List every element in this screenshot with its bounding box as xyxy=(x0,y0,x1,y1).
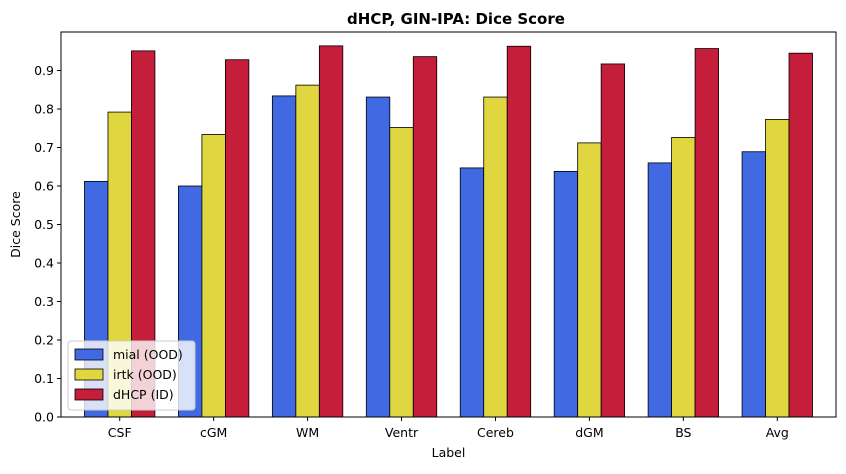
x-tick-label-wm: WM xyxy=(296,425,319,440)
bar-mial-ood-bs xyxy=(647,162,672,418)
y-tick-label: 0.0 xyxy=(34,410,54,425)
x-axis: CSF cGM WM Ventr Cereb dGM BS Avg xyxy=(108,417,789,440)
bar-dhcp-id-wm xyxy=(318,45,344,418)
y-tick-label: 0.5 xyxy=(34,217,54,232)
x-tick-label-csf: CSF xyxy=(108,425,132,440)
bar-irtk-ood-bs xyxy=(671,137,696,418)
bar-irtk-ood-cereb xyxy=(483,96,508,418)
bar-mial-ood-dgm xyxy=(553,170,579,418)
y-tick-label: 0.1 xyxy=(34,371,54,386)
y-axis: 0.0 0.1 0.2 0.3 0.4 0.5 0.6 0.7 0.8 0.9 xyxy=(34,63,61,425)
legend-label-irtk-ood: irtk (OOD) xyxy=(113,367,177,382)
bar-mial-ood-avg xyxy=(741,151,766,418)
legend-label-dhcp-id: dHCP (ID) xyxy=(113,387,174,402)
bar-irtk-ood-avg xyxy=(765,118,790,418)
legend-swatch-dhcp-id xyxy=(74,388,104,401)
y-tick-label: 0.3 xyxy=(34,294,54,309)
bar-dhcp-id-ventr xyxy=(412,56,438,418)
bar-dhcp-id-bs xyxy=(694,48,719,418)
y-tick-label: 0.6 xyxy=(34,179,54,194)
bar-mial-ood-wm xyxy=(271,95,297,418)
y-tick-label: 0.8 xyxy=(34,102,54,117)
legend-swatch-irtk-ood xyxy=(74,368,104,381)
chart-title: dHCP, GIN-IPA: Dice Score xyxy=(347,10,565,28)
legend-label-mial-ood: mial (OOD) xyxy=(113,347,183,362)
x-tick-label-cgm: cGM xyxy=(200,425,227,440)
y-axis-label: Dice Score xyxy=(8,191,23,258)
x-axis-label: Label xyxy=(432,445,466,460)
x-tick-label-dgm: dGM xyxy=(575,425,603,440)
x-tick-label-avg: Avg xyxy=(766,425,789,440)
bar-dhcp-id-cereb xyxy=(506,45,532,418)
y-tick-label: 0.4 xyxy=(34,256,54,271)
bar-mial-ood-ventr xyxy=(365,96,391,418)
bar-irtk-ood-ventr xyxy=(389,127,414,418)
bar-mial-ood-cereb xyxy=(459,167,485,418)
x-tick-label-ventr: Ventr xyxy=(385,425,419,440)
bar-dhcp-id-cgm xyxy=(224,59,250,418)
bar-irtk-ood-wm xyxy=(295,84,320,418)
bar-dhcp-id-dgm xyxy=(600,63,626,418)
bar-irtk-ood-cgm xyxy=(201,134,226,418)
legend-swatch-mial-ood xyxy=(74,348,104,361)
y-tick-label: 0.2 xyxy=(34,333,54,348)
legend: mial (OOD) irtk (OOD) dHCP (ID) xyxy=(67,340,196,411)
bar-irtk-ood-dgm xyxy=(577,142,602,418)
x-tick-label-bs: BS xyxy=(675,425,691,440)
bar-dhcp-id-avg xyxy=(788,52,813,418)
x-tick-label-cereb: Cereb xyxy=(477,425,514,440)
y-tick-label: 0.9 xyxy=(34,63,54,78)
y-tick-label: 0.7 xyxy=(34,140,54,155)
